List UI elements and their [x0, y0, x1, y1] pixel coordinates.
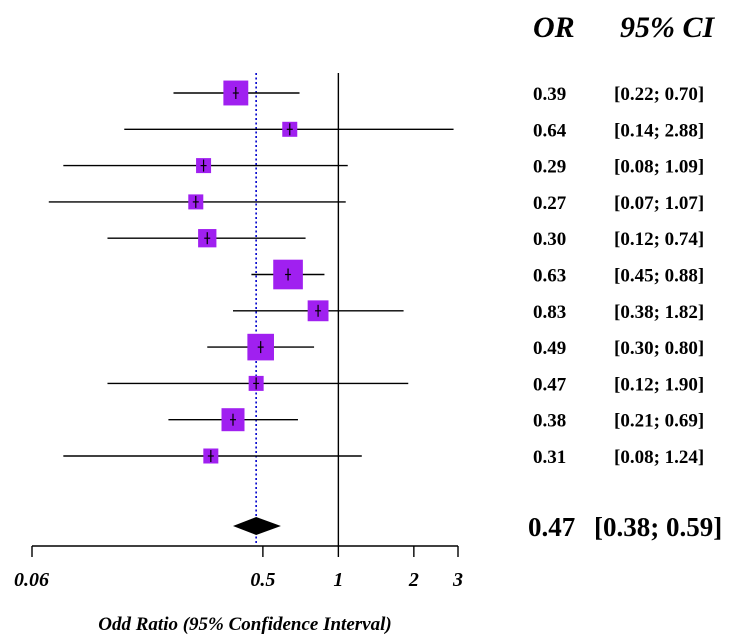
or-value: 0.63: [533, 266, 566, 287]
ci-value: [0.07; 1.07]: [614, 193, 704, 214]
or-value: 0.49: [533, 338, 566, 359]
ci-value: [0.21; 0.69]: [614, 411, 704, 432]
pooled-diamond: [233, 517, 281, 535]
ci-value: [0.30; 0.80]: [614, 338, 704, 359]
ci-value: [0.45; 0.88]: [614, 266, 704, 287]
plot-layer: 0.39 [0.22; 0.70] 0.64 [0.14; 2.88] 0.29 [0.0…: [14, 73, 722, 591]
or-value: 0.38: [533, 411, 566, 432]
or-value: 0.30: [533, 229, 566, 250]
ci-value: [0.08; 1.09]: [614, 157, 704, 178]
or-value: 0.29: [533, 157, 566, 178]
or-value: 0.47: [533, 374, 567, 395]
pooled-or-value: 0.47: [528, 512, 575, 542]
or-value: 0.27: [533, 193, 567, 214]
x-tick-label: 0.06: [14, 569, 49, 591]
ci-value: [0.22; 0.70]: [614, 84, 704, 105]
ci-column-header: 95% CI: [620, 11, 716, 44]
or-value: 0.39: [533, 84, 566, 105]
or-value: 0.83: [533, 302, 566, 323]
x-axis-title: Odd Ratio (95% Confidence Interval): [98, 614, 391, 635]
x-tick-label: 2: [408, 569, 419, 591]
ci-value: [0.38; 1.82]: [614, 302, 704, 323]
ci-value: [0.12; 1.90]: [614, 374, 704, 395]
ci-value: [0.08; 1.24]: [614, 447, 704, 468]
pooled-ci-value: [0.38; 0.59]: [594, 512, 722, 542]
or-value: 0.31: [533, 447, 566, 468]
x-tick-label: 1: [333, 569, 343, 591]
or-column-header: OR: [533, 11, 575, 44]
x-tick-label: 0.5: [250, 569, 275, 591]
ci-value: [0.14; 2.88]: [614, 120, 704, 141]
x-tick-label: 3: [452, 569, 463, 591]
ci-value: [0.12; 0.74]: [614, 229, 704, 250]
or-value: 0.64: [533, 120, 567, 141]
